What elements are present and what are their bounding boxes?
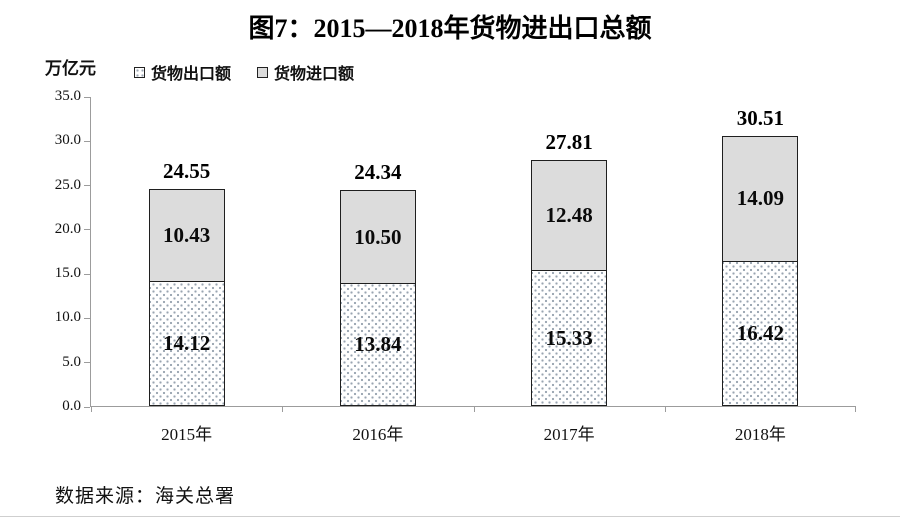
y-axis-tick <box>84 185 90 187</box>
import-segment: 10.43 <box>149 189 224 282</box>
x-axis-tick <box>664 406 666 412</box>
y-axis-tick-label: 15.0 <box>54 265 81 282</box>
y-axis-tick <box>84 140 90 142</box>
y-axis-tick <box>84 229 90 231</box>
stacked-bar-2016年: 10.50 13.84 <box>339 190 416 406</box>
y-axis-tick-label: 25.0 <box>54 176 81 193</box>
export-value-label: 15.33 <box>545 325 593 350</box>
import-segment: 14.09 <box>723 136 798 262</box>
y-axis-tick-label: 30.0 <box>54 132 81 149</box>
x-axis-category-label: 2015年 <box>161 425 213 444</box>
plot-area: 35.0 30.0 25.0 20.0 15.0 10.0 5.0 0.0 10.43 14.12… <box>55 88 856 444</box>
x-axis-tick <box>91 406 92 412</box>
x-axis-tick <box>473 406 475 412</box>
total-value-label: 27.81 <box>545 129 593 154</box>
total-value-label: 24.34 <box>354 160 402 185</box>
bottom-divider <box>0 516 900 517</box>
export-value-label: 14.12 <box>163 330 211 355</box>
export-value-label: 13.84 <box>354 332 402 357</box>
import-value-label: 14.09 <box>736 186 784 211</box>
import-segment: 12.48 <box>532 160 607 272</box>
export-segment: 16.42 <box>723 262 797 405</box>
x-axis-category-label: 2018年 <box>734 425 786 444</box>
import-segment: 10.50 <box>340 191 415 285</box>
export-value-label: 16.42 <box>736 320 784 345</box>
export-segment: 15.33 <box>532 271 606 405</box>
y-axis-tick-label: 10.0 <box>54 309 81 326</box>
y-axis-tick <box>84 273 90 275</box>
y-axis-tick-label: 5.0 <box>62 353 81 370</box>
stacked-bar-2015年: 10.43 14.12 <box>148 188 225 406</box>
legend-item-exports: 货物出口额 <box>134 60 231 84</box>
y-axis-tick <box>84 362 90 364</box>
y-axis-tick-label: 0.0 <box>62 398 81 414</box>
export-segment: 14.12 <box>150 282 224 405</box>
y-axis-tick-label: 20.0 <box>54 220 81 237</box>
chart-title: 图7：2015—2018年货物进出口总额 <box>248 14 652 43</box>
legend-label-imports: 货物进口额 <box>274 66 355 83</box>
y-axis-tick <box>84 406 90 408</box>
legend-swatch-exports <box>134 66 145 78</box>
total-value-label: 30.51 <box>736 105 784 130</box>
x-axis-tick <box>282 406 284 412</box>
legend: 货物出口额 货物进口额 <box>134 60 354 84</box>
legend-swatch-imports <box>257 66 269 78</box>
y-axis-unit-label: 万亿元 <box>45 59 96 78</box>
export-segment: 13.84 <box>341 284 415 405</box>
x-axis-tick <box>855 406 856 412</box>
y-axis-tick-label: 35.0 <box>54 88 81 104</box>
y-axis-tick <box>84 317 90 319</box>
legend-label-exports: 货物出口额 <box>151 66 232 83</box>
stacked-bar-2018年: 14.09 16.42 <box>722 135 799 406</box>
import-value-label: 10.50 <box>354 224 402 249</box>
x-axis-category-label: 2017年 <box>543 425 595 444</box>
import-value-label: 12.48 <box>545 202 593 227</box>
x-axis-category-label: 2016年 <box>352 425 404 444</box>
data-source: 数据来源：海关总署 <box>55 486 236 507</box>
stacked-bar-2017年: 12.48 15.33 <box>531 159 608 406</box>
total-value-label: 24.55 <box>163 158 211 183</box>
legend-item-imports: 货物进口额 <box>257 60 354 84</box>
y-axis-tick <box>84 96 90 98</box>
import-value-label: 10.43 <box>163 222 211 247</box>
